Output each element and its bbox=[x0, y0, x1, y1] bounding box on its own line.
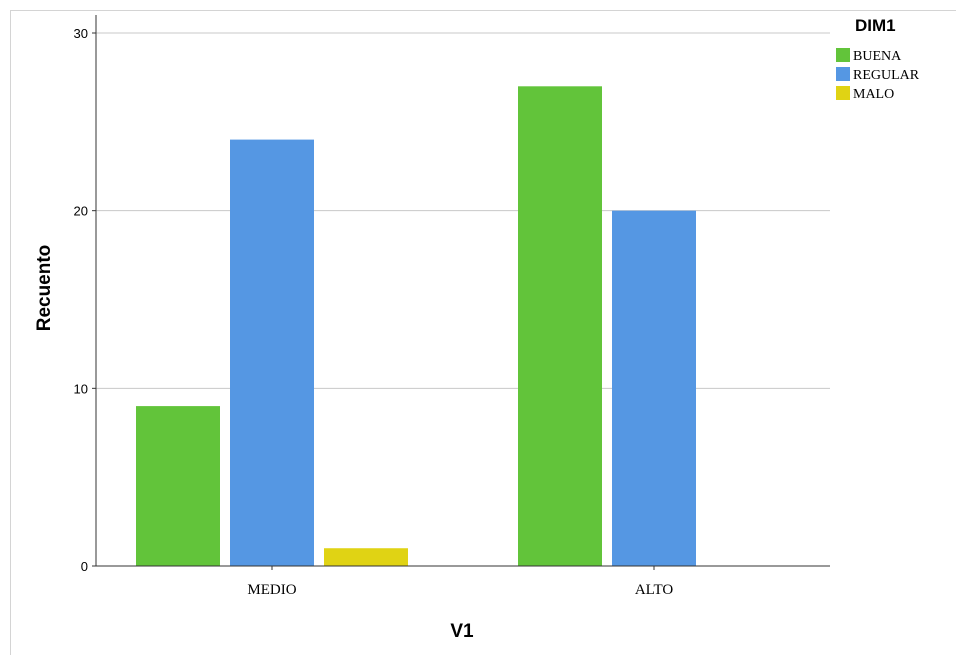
x-axis-title: V1 bbox=[450, 621, 474, 642]
bars bbox=[136, 86, 696, 567]
y-tick-label: 0 bbox=[81, 559, 88, 574]
legend-title: DIM1 bbox=[855, 16, 896, 35]
legend: DIM1 BUENA REGULAR MALO bbox=[836, 16, 920, 102]
x-tick-label: MEDIO bbox=[247, 582, 296, 598]
y-tick-label: 20 bbox=[74, 204, 88, 219]
legend-swatch-regular bbox=[836, 67, 850, 81]
gridlines bbox=[96, 32, 830, 389]
legend-swatch-malo bbox=[836, 86, 850, 100]
y-tick-label: 30 bbox=[74, 26, 88, 41]
x-tick-labels: MEDIO ALTO bbox=[247, 566, 673, 598]
legend-label-buena: BUENA bbox=[853, 49, 902, 64]
legend-swatch-buena bbox=[836, 48, 850, 62]
legend-items: BUENA REGULAR MALO bbox=[836, 48, 920, 102]
axes bbox=[95, 15, 830, 567]
legend-label-regular: REGULAR bbox=[853, 68, 920, 83]
bar-medio-regular bbox=[230, 139, 314, 566]
bar-medio-malo bbox=[324, 548, 408, 566]
y-tick-labels: 0 10 20 30 bbox=[74, 26, 96, 574]
bar-alto-buena bbox=[518, 86, 602, 567]
y-axis-title: Recuento bbox=[34, 245, 55, 332]
legend-label-malo: MALO bbox=[853, 87, 894, 102]
bar-alto-regular bbox=[612, 210, 696, 566]
y-tick-label: 10 bbox=[74, 381, 88, 396]
bar-medio-buena bbox=[136, 406, 220, 566]
x-tick-label: ALTO bbox=[635, 582, 674, 598]
